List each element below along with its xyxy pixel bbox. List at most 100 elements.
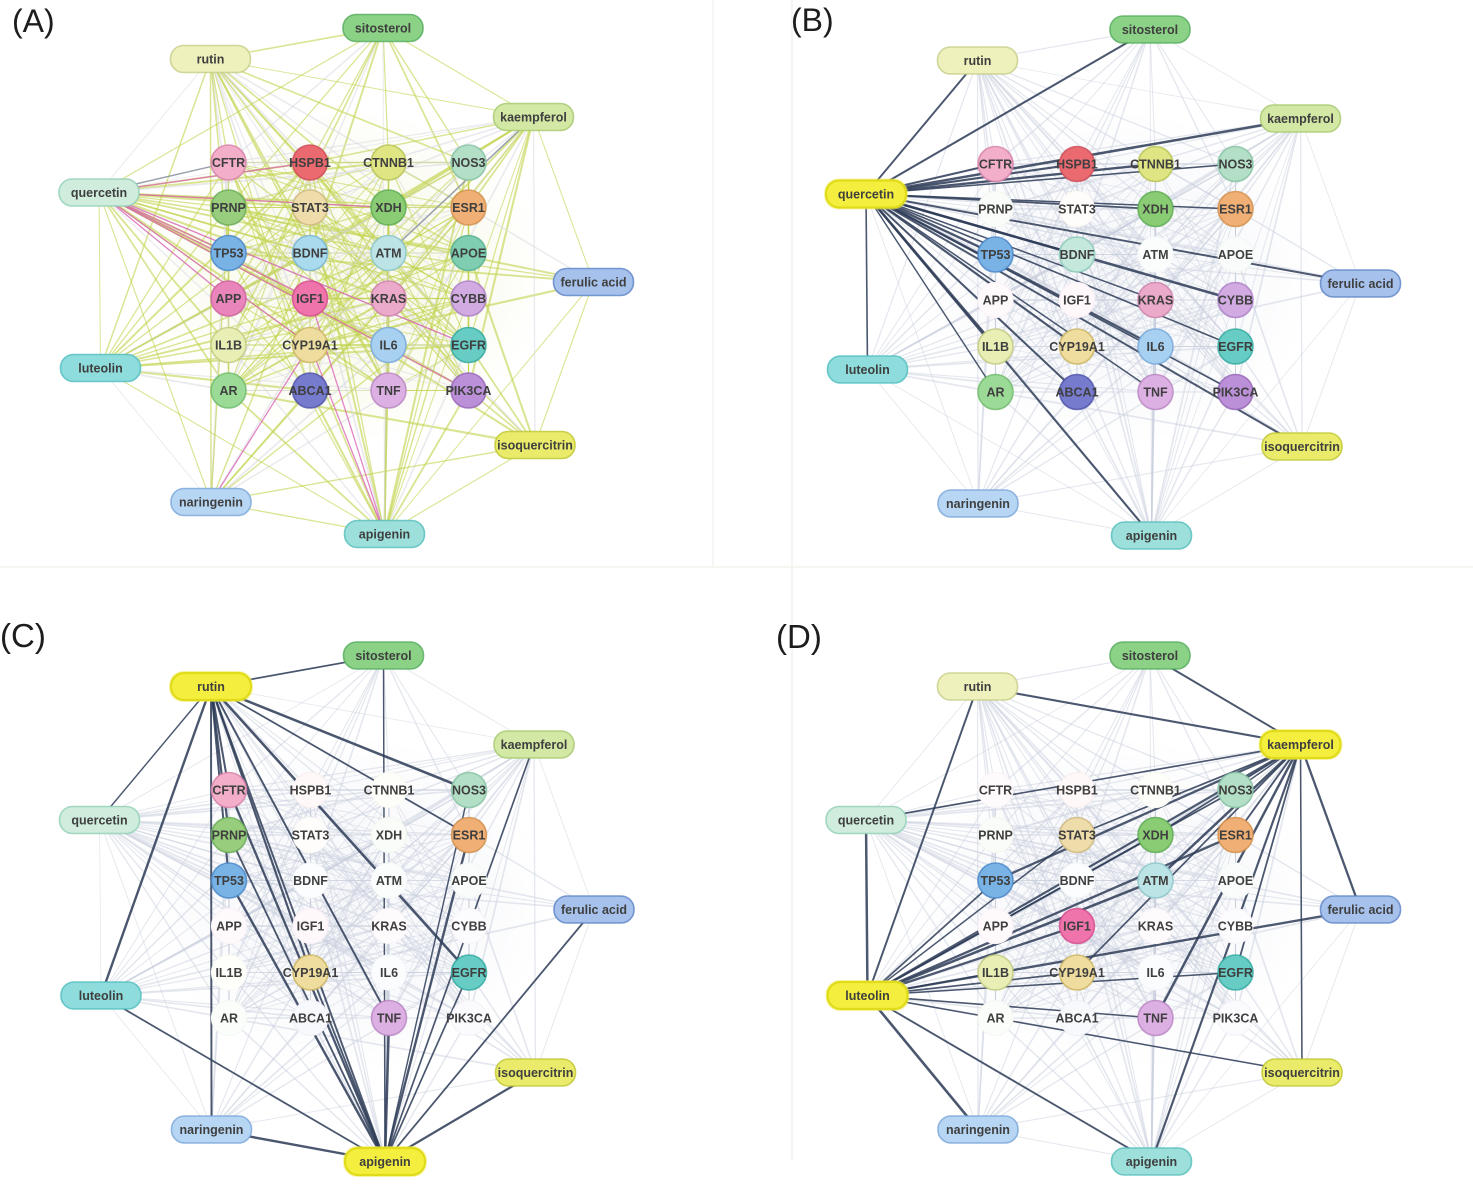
svg-text:TP53: TP53 — [214, 246, 244, 260]
svg-text:ESR1: ESR1 — [1219, 828, 1252, 842]
svg-text:BDNF: BDNF — [1060, 248, 1095, 262]
svg-text:IL6: IL6 — [1146, 966, 1164, 980]
svg-text:quercetin: quercetin — [838, 188, 894, 202]
svg-text:TNF: TNF — [1143, 385, 1168, 399]
svg-text:XDH: XDH — [375, 201, 401, 215]
svg-text:(C): (C) — [0, 617, 46, 654]
svg-text:luteolin: luteolin — [845, 989, 889, 1003]
svg-text:ferulic acid: ferulic acid — [561, 903, 627, 917]
svg-text:CTNNB1: CTNNB1 — [1130, 157, 1181, 171]
svg-text:IGF1: IGF1 — [1063, 293, 1091, 307]
svg-text:KRAS: KRAS — [371, 292, 406, 306]
svg-text:AR: AR — [986, 385, 1004, 399]
svg-text:XDH: XDH — [1142, 828, 1168, 842]
svg-text:naringenin: naringenin — [946, 1123, 1010, 1137]
svg-text:isoquercitrin: isoquercitrin — [498, 1066, 574, 1080]
svg-text:apigenin: apigenin — [1126, 1155, 1177, 1169]
svg-text:ABCA1: ABCA1 — [1055, 385, 1098, 399]
svg-text:EGFR: EGFR — [452, 966, 487, 980]
svg-text:luteolin: luteolin — [845, 363, 889, 377]
svg-text:CFTR: CFTR — [212, 156, 245, 170]
svg-text:EGFR: EGFR — [451, 338, 486, 352]
svg-text:CFTR: CFTR — [979, 157, 1012, 171]
svg-text:IGF1: IGF1 — [297, 919, 325, 933]
svg-text:STAT3: STAT3 — [1058, 202, 1096, 216]
svg-text:CTNNB1: CTNNB1 — [1130, 783, 1181, 797]
svg-text:ABCA1: ABCA1 — [289, 1011, 332, 1025]
svg-text:luteolin: luteolin — [79, 989, 123, 1003]
svg-text:IL1B: IL1B — [982, 966, 1009, 980]
svg-text:IL6: IL6 — [1146, 340, 1164, 354]
svg-text:IL1B: IL1B — [215, 338, 242, 352]
svg-text:PRNP: PRNP — [978, 202, 1013, 216]
svg-text:naringenin: naringenin — [179, 496, 243, 510]
svg-text:quercetin: quercetin — [71, 186, 127, 200]
svg-text:rutin: rutin — [197, 680, 225, 694]
svg-text:TNF: TNF — [377, 1011, 402, 1025]
svg-text:quercetin: quercetin — [71, 814, 127, 828]
svg-text:(B): (B) — [791, 2, 834, 38]
svg-text:ATM: ATM — [1142, 248, 1168, 262]
svg-text:rutin: rutin — [964, 54, 992, 68]
svg-text:apigenin: apigenin — [359, 528, 410, 542]
svg-text:TNF: TNF — [376, 384, 401, 398]
svg-text:ABCA1: ABCA1 — [288, 384, 331, 398]
svg-text:ESR1: ESR1 — [453, 828, 486, 842]
svg-text:rutin: rutin — [964, 680, 992, 694]
svg-text:IGF1: IGF1 — [1063, 919, 1091, 933]
svg-text:IL6: IL6 — [380, 966, 398, 980]
svg-text:EGFR: EGFR — [1218, 966, 1253, 980]
svg-text:PIK3CA: PIK3CA — [1213, 1011, 1259, 1025]
svg-text:kaempferol: kaempferol — [1267, 738, 1334, 752]
svg-text:TP53: TP53 — [981, 874, 1011, 888]
svg-text:apigenin: apigenin — [1126, 529, 1177, 543]
svg-text:isoquercitrin: isoquercitrin — [1264, 1066, 1340, 1080]
svg-text:STAT3: STAT3 — [292, 828, 330, 842]
svg-text:IL1B: IL1B — [982, 340, 1009, 354]
svg-text:naringenin: naringenin — [180, 1123, 244, 1137]
svg-text:(A): (A) — [12, 3, 55, 39]
svg-text:ferulic acid: ferulic acid — [561, 276, 627, 290]
svg-text:NOS3: NOS3 — [1218, 157, 1252, 171]
svg-text:APP: APP — [983, 919, 1009, 933]
svg-text:EGFR: EGFR — [1218, 340, 1253, 354]
svg-text:(D): (D) — [776, 618, 822, 655]
svg-text:PRNP: PRNP — [211, 201, 246, 215]
svg-text:HSPB1: HSPB1 — [1056, 157, 1098, 171]
svg-text:IL1B: IL1B — [215, 966, 242, 980]
svg-text:sitosterol: sitosterol — [1122, 649, 1178, 663]
svg-text:PIK3CA: PIK3CA — [446, 384, 492, 398]
svg-text:isoquercitrin: isoquercitrin — [1264, 440, 1340, 454]
svg-text:XDH: XDH — [1142, 202, 1168, 216]
svg-text:kaempferol: kaempferol — [1267, 112, 1334, 126]
svg-text:PIK3CA: PIK3CA — [446, 1011, 492, 1025]
svg-text:ATM: ATM — [1142, 874, 1168, 888]
svg-text:luteolin: luteolin — [78, 362, 122, 376]
svg-text:CFTR: CFTR — [979, 783, 1012, 797]
svg-text:CYP19A1: CYP19A1 — [1049, 340, 1105, 354]
svg-text:IL6: IL6 — [379, 338, 397, 352]
svg-text:APP: APP — [983, 293, 1009, 307]
svg-text:TP53: TP53 — [981, 248, 1011, 262]
svg-text:CYBB: CYBB — [1218, 919, 1253, 933]
svg-text:XDH: XDH — [376, 828, 402, 842]
svg-text:sitosterol: sitosterol — [1122, 23, 1178, 37]
svg-text:ATM: ATM — [376, 874, 402, 888]
svg-text:ATM: ATM — [375, 246, 401, 260]
svg-text:CYP19A1: CYP19A1 — [282, 338, 338, 352]
svg-text:ferulic acid: ferulic acid — [1328, 277, 1394, 291]
svg-text:kaempferol: kaempferol — [500, 111, 567, 125]
svg-text:sitosterol: sitosterol — [355, 649, 411, 663]
svg-text:IGF1: IGF1 — [296, 292, 324, 306]
svg-text:STAT3: STAT3 — [1058, 828, 1096, 842]
svg-text:NOS3: NOS3 — [1218, 783, 1252, 797]
svg-text:ABCA1: ABCA1 — [1055, 1011, 1098, 1025]
svg-text:CYBB: CYBB — [451, 919, 486, 933]
svg-text:quercetin: quercetin — [838, 814, 894, 828]
svg-text:ESR1: ESR1 — [1219, 202, 1252, 216]
svg-text:STAT3: STAT3 — [291, 201, 329, 215]
svg-text:BDNF: BDNF — [1060, 874, 1095, 888]
svg-text:CTNNB1: CTNNB1 — [364, 783, 415, 797]
svg-text:HSPB1: HSPB1 — [1056, 783, 1098, 797]
svg-text:KRAS: KRAS — [1138, 293, 1173, 307]
